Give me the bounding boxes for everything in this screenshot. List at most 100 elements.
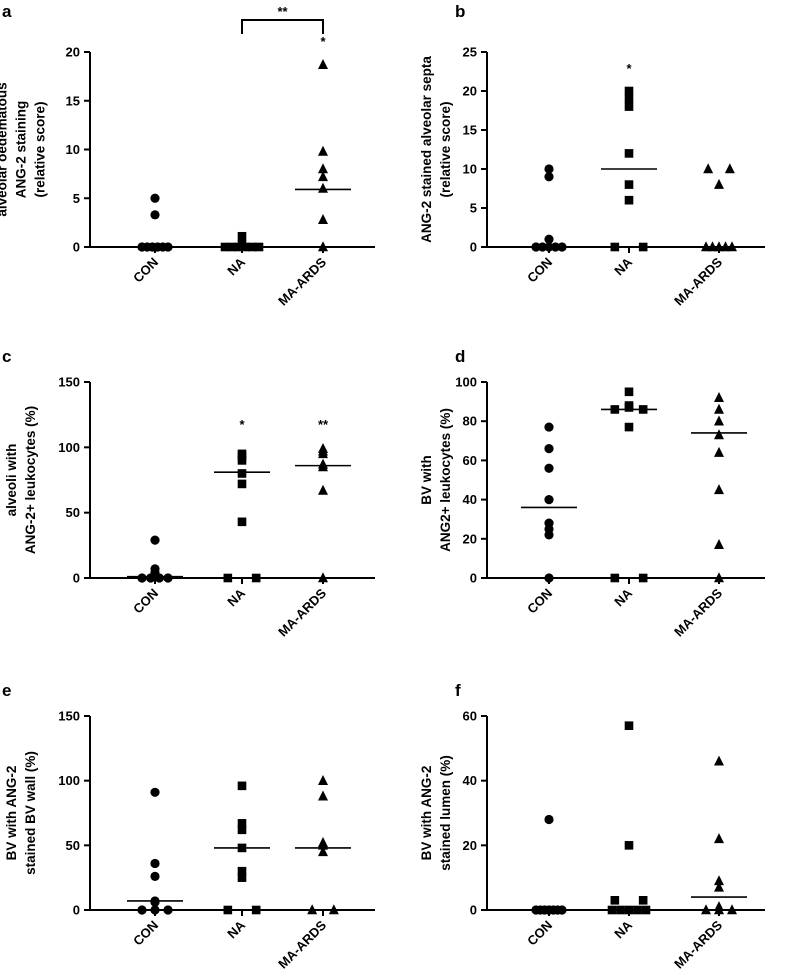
data-point-triangle	[714, 755, 724, 766]
data-point-square	[237, 873, 247, 882]
x-category-label: MA-ARDS	[671, 585, 725, 639]
data-point-square	[251, 905, 261, 915]
x-category-label: CON	[524, 255, 555, 286]
data-point-triangle	[318, 163, 328, 174]
data-point-circle	[544, 463, 554, 473]
data-point-triangle	[318, 241, 328, 252]
y-tick-label: 20	[463, 838, 477, 853]
data-point-circle	[544, 234, 554, 244]
data-point-square	[624, 149, 634, 158]
data-point-triangle	[714, 429, 724, 440]
y-tick-label: 20	[463, 531, 477, 546]
x-category-label: NA	[224, 585, 248, 609]
data-point-circle	[150, 905, 160, 915]
data-point-triangle	[328, 904, 339, 915]
x-category-label: NA	[224, 254, 248, 278]
y-tick-label: 100	[58, 440, 80, 455]
data-point-circle	[150, 897, 160, 907]
data-point-triangle	[318, 774, 328, 785]
data-point-triangle	[318, 790, 328, 801]
data-point-circle	[544, 164, 554, 174]
data-point-square	[610, 573, 620, 583]
y-tick-label: 10	[463, 162, 477, 177]
data-point-square	[638, 573, 648, 583]
data-point-triangle	[714, 391, 724, 402]
panel-letter: a	[2, 2, 12, 21]
data-point-triangle	[318, 58, 328, 69]
data-point-square	[624, 422, 634, 432]
x-category-label: MA-ARDS	[671, 917, 725, 971]
panel-d: d BV with ANG2+ leukocytes (%) 0 20 40 60 80 100…	[419, 347, 765, 640]
data-point-triangle	[701, 904, 711, 915]
data-point-square	[237, 231, 247, 241]
data-point-triangle	[727, 904, 737, 915]
data-point-square	[237, 479, 247, 489]
y-tick-label: 20	[66, 45, 80, 60]
y-axis-label: ANG-2 staining	[14, 101, 29, 199]
data-point-circle	[163, 905, 173, 915]
y-tick-label: 60	[463, 709, 477, 724]
panel-b: b ANG-2 stained alveolar septa (relative s…	[419, 2, 765, 309]
y-tick-label: 0	[470, 240, 477, 255]
y-tick-label: 40	[463, 492, 477, 507]
panel-c: c alveoli with ANG-2+ leukocytes (%) 0 50 100…	[2, 347, 375, 640]
y-axis-label: alveoli with	[4, 444, 19, 517]
x-category-label: MA-ARDS	[275, 254, 329, 308]
x-category-label: CON	[130, 586, 161, 617]
data-point-triangle	[714, 403, 724, 414]
x-category-label: CON	[130, 255, 161, 286]
x-category-label: NA	[611, 917, 635, 941]
data-point-triangle	[714, 538, 724, 549]
y-tick-label: 5	[73, 191, 80, 206]
data-point-triangle	[307, 904, 318, 915]
y-axis-label: alveolar oedematous	[0, 82, 10, 216]
data-point-square	[624, 387, 634, 397]
data-point-circle	[150, 787, 160, 797]
data-point-square	[237, 456, 247, 465]
data-point-square	[223, 905, 233, 915]
significance-star: *	[320, 34, 326, 49]
data-point-square	[610, 242, 620, 252]
data-point-circle	[544, 573, 554, 583]
data-point-square	[237, 517, 247, 527]
data-point-circle	[137, 573, 147, 583]
y-tick-label: 0	[470, 571, 477, 586]
data-point-circle	[150, 858, 160, 869]
y-tick-label: 10	[66, 142, 80, 157]
x-category-label: MA-ARDS	[275, 585, 329, 639]
data-point-triangle	[318, 182, 328, 193]
data-point-triangle	[318, 839, 328, 850]
data-point-triangle	[318, 846, 328, 857]
y-axis-label: BV with ANG-2	[419, 766, 434, 861]
panel-f: f BV with ANG-2 stained lumen (%) 0 20 40 60 CO…	[419, 681, 765, 972]
data-point-circle	[544, 444, 554, 454]
y-tick-label: 100	[455, 375, 477, 390]
y-tick-label: 0	[470, 903, 477, 918]
data-point-circle	[544, 814, 554, 825]
data-point-circle	[163, 573, 173, 583]
data-point-square	[624, 94, 634, 104]
y-tick-label: 20	[463, 84, 477, 99]
data-point-square	[638, 242, 648, 252]
data-point-square	[624, 102, 634, 111]
y-tick-label: 150	[58, 709, 80, 724]
panel-letter: f	[455, 681, 461, 700]
y-axis-label: (relative score)	[438, 101, 453, 197]
y-tick-label: 15	[463, 123, 477, 138]
data-point-circle	[150, 535, 160, 545]
data-point-triangle	[714, 875, 724, 886]
panel-a: a alveolar oedematous ANG-2 staining (relat…	[0, 2, 375, 309]
y-axis-label: stained BV wall (%)	[23, 751, 38, 875]
significance-star: *	[239, 417, 245, 432]
data-point-triangle	[318, 484, 328, 495]
data-point-triangle	[318, 145, 328, 156]
significance-bracket-label: **	[277, 4, 288, 19]
data-point-triangle	[703, 163, 714, 174]
data-point-triangle	[714, 881, 724, 892]
x-category-label: MA-ARDS	[671, 254, 725, 308]
data-point-square	[638, 896, 648, 905]
data-point-square	[237, 781, 247, 791]
y-tick-label: 25	[463, 45, 477, 60]
y-tick-label: 100	[58, 773, 80, 788]
